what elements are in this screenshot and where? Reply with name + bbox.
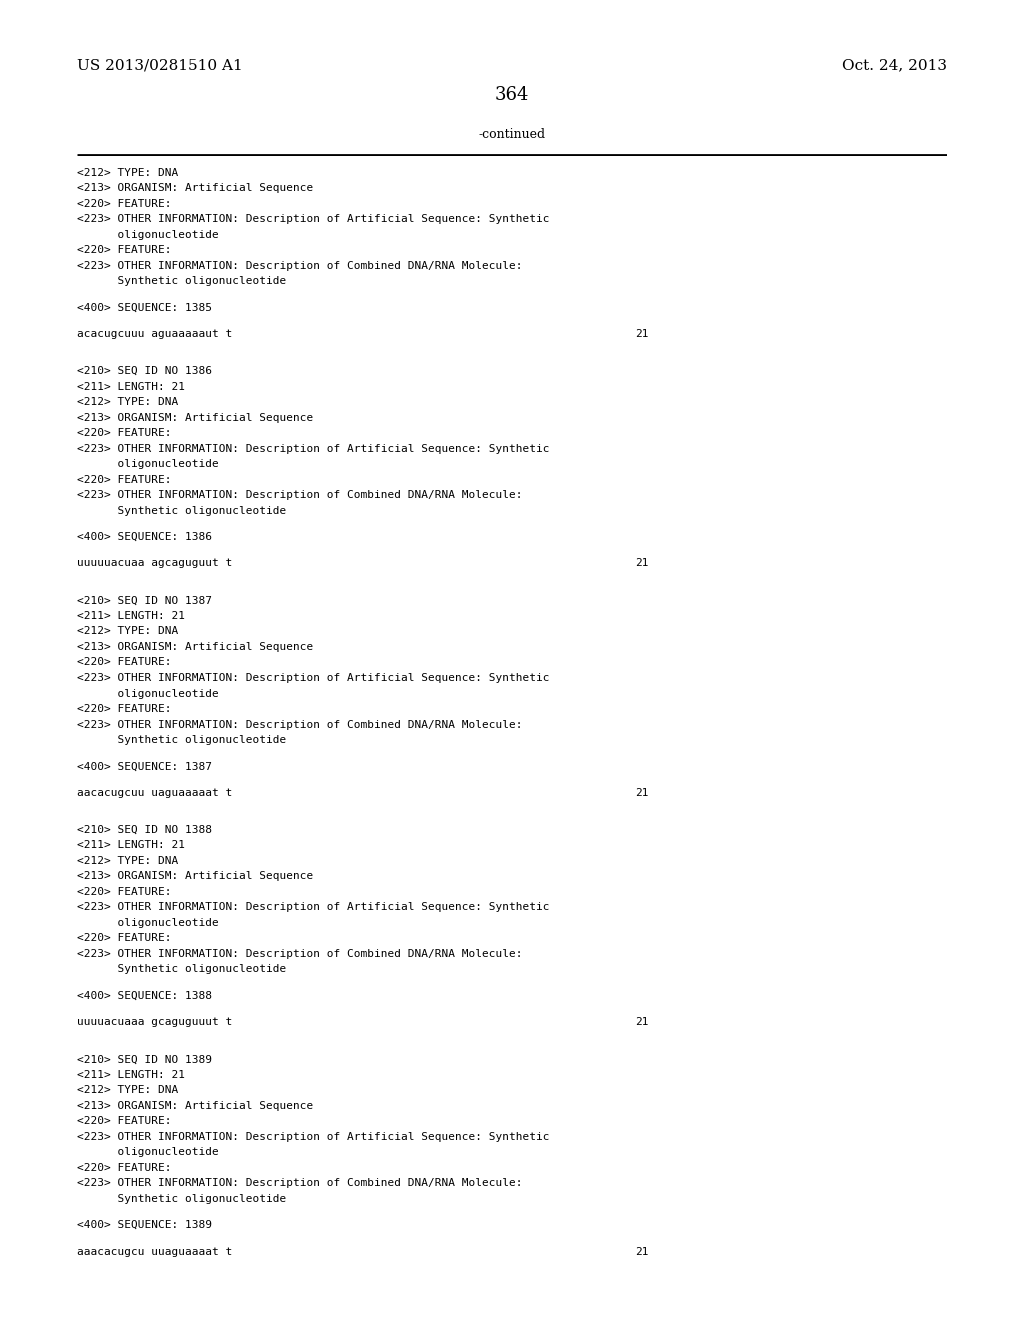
Text: <223> OTHER INFORMATION: Description of Artificial Sequence: Synthetic: <223> OTHER INFORMATION: Description of … xyxy=(77,673,549,682)
Text: <213> ORGANISM: Artificial Sequence: <213> ORGANISM: Artificial Sequence xyxy=(77,183,313,193)
Text: <212> TYPE: DNA: <212> TYPE: DNA xyxy=(77,627,178,636)
Text: <220> FEATURE:: <220> FEATURE: xyxy=(77,199,171,209)
Text: 364: 364 xyxy=(495,86,529,104)
Text: Synthetic oligonucleotide: Synthetic oligonucleotide xyxy=(77,506,286,516)
Text: <212> TYPE: DNA: <212> TYPE: DNA xyxy=(77,1085,178,1096)
Text: oligonucleotide: oligonucleotide xyxy=(77,917,218,928)
Text: 21: 21 xyxy=(635,329,648,339)
Text: uuuuacuaaa gcaguguuut t: uuuuacuaaa gcaguguuut t xyxy=(77,1018,232,1027)
Text: <213> ORGANISM: Artificial Sequence: <213> ORGANISM: Artificial Sequence xyxy=(77,413,313,422)
Text: aaacacugcu uuaguaaaat t: aaacacugcu uuaguaaaat t xyxy=(77,1246,232,1257)
Text: <210> SEQ ID NO 1387: <210> SEQ ID NO 1387 xyxy=(77,595,212,606)
Text: <213> ORGANISM: Artificial Sequence: <213> ORGANISM: Artificial Sequence xyxy=(77,1101,313,1111)
Text: <220> FEATURE:: <220> FEATURE: xyxy=(77,1117,171,1126)
Text: 21: 21 xyxy=(635,558,648,569)
Text: <223> OTHER INFORMATION: Description of Combined DNA/RNA Molecule:: <223> OTHER INFORMATION: Description of … xyxy=(77,1179,522,1188)
Text: 21: 21 xyxy=(635,788,648,797)
Text: 21: 21 xyxy=(635,1018,648,1027)
Text: <400> SEQUENCE: 1387: <400> SEQUENCE: 1387 xyxy=(77,762,212,771)
Text: <223> OTHER INFORMATION: Description of Combined DNA/RNA Molecule:: <223> OTHER INFORMATION: Description of … xyxy=(77,719,522,730)
Text: <212> TYPE: DNA: <212> TYPE: DNA xyxy=(77,168,178,178)
Text: <212> TYPE: DNA: <212> TYPE: DNA xyxy=(77,397,178,407)
Text: Synthetic oligonucleotide: Synthetic oligonucleotide xyxy=(77,735,286,744)
Text: <223> OTHER INFORMATION: Description of Combined DNA/RNA Molecule:: <223> OTHER INFORMATION: Description of … xyxy=(77,949,522,958)
Text: <210> SEQ ID NO 1389: <210> SEQ ID NO 1389 xyxy=(77,1055,212,1064)
Text: <220> FEATURE:: <220> FEATURE: xyxy=(77,657,171,668)
Text: oligonucleotide: oligonucleotide xyxy=(77,1147,218,1158)
Text: <220> FEATURE:: <220> FEATURE: xyxy=(77,475,171,484)
Text: aacacugcuu uaguaaaaat t: aacacugcuu uaguaaaaat t xyxy=(77,788,232,797)
Text: <400> SEQUENCE: 1389: <400> SEQUENCE: 1389 xyxy=(77,1220,212,1230)
Text: <223> OTHER INFORMATION: Description of Artificial Sequence: Synthetic: <223> OTHER INFORMATION: Description of … xyxy=(77,444,549,454)
Text: <223> OTHER INFORMATION: Description of Artificial Sequence: Synthetic: <223> OTHER INFORMATION: Description of … xyxy=(77,1131,549,1142)
Text: 21: 21 xyxy=(635,1246,648,1257)
Text: <220> FEATURE:: <220> FEATURE: xyxy=(77,1163,171,1173)
Text: acacugcuuu aguaaaaaut t: acacugcuuu aguaaaaaut t xyxy=(77,329,232,339)
Text: <220> FEATURE:: <220> FEATURE: xyxy=(77,428,171,438)
Text: <212> TYPE: DNA: <212> TYPE: DNA xyxy=(77,855,178,866)
Text: <211> LENGTH: 21: <211> LENGTH: 21 xyxy=(77,611,184,620)
Text: oligonucleotide: oligonucleotide xyxy=(77,459,218,469)
Text: <220> FEATURE:: <220> FEATURE: xyxy=(77,704,171,714)
Text: US 2013/0281510 A1: US 2013/0281510 A1 xyxy=(77,58,243,73)
Text: <210> SEQ ID NO 1388: <210> SEQ ID NO 1388 xyxy=(77,825,212,834)
Text: uuuuuacuaa agcaguguut t: uuuuuacuaa agcaguguut t xyxy=(77,558,232,569)
Text: <211> LENGTH: 21: <211> LENGTH: 21 xyxy=(77,1069,184,1080)
Text: <400> SEQUENCE: 1388: <400> SEQUENCE: 1388 xyxy=(77,991,212,1001)
Text: <211> LENGTH: 21: <211> LENGTH: 21 xyxy=(77,841,184,850)
Text: Oct. 24, 2013: Oct. 24, 2013 xyxy=(842,58,947,73)
Text: <400> SEQUENCE: 1386: <400> SEQUENCE: 1386 xyxy=(77,532,212,543)
Text: Synthetic oligonucleotide: Synthetic oligonucleotide xyxy=(77,965,286,974)
Text: <223> OTHER INFORMATION: Description of Artificial Sequence: Synthetic: <223> OTHER INFORMATION: Description of … xyxy=(77,214,549,224)
Text: oligonucleotide: oligonucleotide xyxy=(77,689,218,698)
Text: <211> LENGTH: 21: <211> LENGTH: 21 xyxy=(77,381,184,392)
Text: <223> OTHER INFORMATION: Description of Combined DNA/RNA Molecule:: <223> OTHER INFORMATION: Description of … xyxy=(77,490,522,500)
Text: Synthetic oligonucleotide: Synthetic oligonucleotide xyxy=(77,1193,286,1204)
Text: <220> FEATURE:: <220> FEATURE: xyxy=(77,887,171,896)
Text: <220> FEATURE:: <220> FEATURE: xyxy=(77,246,171,255)
Text: <400> SEQUENCE: 1385: <400> SEQUENCE: 1385 xyxy=(77,302,212,313)
Text: <213> ORGANISM: Artificial Sequence: <213> ORGANISM: Artificial Sequence xyxy=(77,871,313,882)
Text: <220> FEATURE:: <220> FEATURE: xyxy=(77,933,171,944)
Text: <223> OTHER INFORMATION: Description of Artificial Sequence: Synthetic: <223> OTHER INFORMATION: Description of … xyxy=(77,903,549,912)
Text: <213> ORGANISM: Artificial Sequence: <213> ORGANISM: Artificial Sequence xyxy=(77,642,313,652)
Text: <210> SEQ ID NO 1386: <210> SEQ ID NO 1386 xyxy=(77,366,212,376)
Text: oligonucleotide: oligonucleotide xyxy=(77,230,218,240)
Text: Synthetic oligonucleotide: Synthetic oligonucleotide xyxy=(77,276,286,286)
Text: <223> OTHER INFORMATION: Description of Combined DNA/RNA Molecule:: <223> OTHER INFORMATION: Description of … xyxy=(77,261,522,271)
Text: -continued: -continued xyxy=(478,128,546,141)
